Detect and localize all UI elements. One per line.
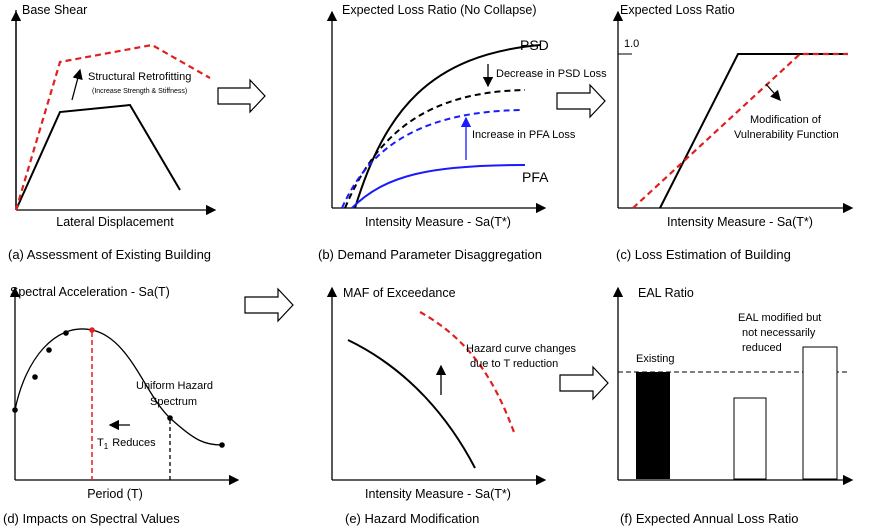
y-label: MAF of Exceedance xyxy=(343,286,456,300)
note: Decrease in PSD Loss xyxy=(496,68,607,80)
modified-hazard xyxy=(419,311,517,436)
psd-curve xyxy=(354,44,541,209)
note-text: Reduces xyxy=(112,437,156,449)
y-label: EAL Ratio xyxy=(638,286,694,300)
existing-hazard xyxy=(347,339,476,469)
x-label: Lateral Displacement xyxy=(56,215,174,229)
pfa-label: PFA xyxy=(522,169,549,185)
note: due to T reduction xyxy=(470,358,558,370)
existing-curve xyxy=(659,53,848,209)
pfa-modified xyxy=(341,109,521,209)
points xyxy=(12,330,225,448)
panel-f: EAL Ratio EAL modified but not necessari… xyxy=(612,286,854,526)
psd-modified xyxy=(344,89,526,209)
caption: (a) Assessment of Existing Building xyxy=(8,247,211,262)
panel-a: Base Shear Structural Retrofitting (Incr… xyxy=(8,3,215,262)
note: EAL modified but xyxy=(738,312,821,324)
bar-label: Existing xyxy=(636,353,675,365)
note: Structural Retrofitting xyxy=(88,71,191,83)
y-label: Spectral Acceleration - Sa(T) xyxy=(10,285,170,299)
note: Spectrum xyxy=(150,396,197,408)
spectrum xyxy=(14,328,223,446)
note-detail: (Increase Strength & Stiffness) xyxy=(92,88,187,95)
flow-arrow xyxy=(244,287,294,323)
point xyxy=(89,327,95,333)
x-label: Intensity Measure - Sa(T*) xyxy=(667,215,813,229)
caption: (f) Expected Annual Loss Ratio xyxy=(620,511,799,526)
caption: (c) Loss Estimation of Building xyxy=(616,247,791,262)
y-label: Expected Loss Ratio (No Collapse) xyxy=(342,3,537,17)
note: reduced xyxy=(742,342,782,354)
psd-label: PSD xyxy=(520,37,549,53)
retrofit-curve xyxy=(14,43,211,211)
note: Modification of xyxy=(750,114,822,126)
note: Uniform Hazard xyxy=(136,380,213,392)
note: Vulnerability Function xyxy=(734,129,839,141)
panel-d: Spectral Acceleration - Sa(T) Uniform Ha… xyxy=(3,285,240,526)
note: not necessarily xyxy=(742,327,816,339)
subscript: 1 xyxy=(104,442,109,451)
pfa-curve xyxy=(351,164,526,209)
bar-reduced xyxy=(733,397,767,480)
flow-arrow xyxy=(217,78,266,114)
panel-e: MAF of Exceedance Hazard curve changes d… xyxy=(326,286,577,526)
y-label: Base Shear xyxy=(22,3,87,17)
flow-arrow xyxy=(556,83,606,119)
modified-curve xyxy=(632,52,848,209)
note: T1 Reduces xyxy=(97,437,156,451)
tick-label: 1.0 xyxy=(624,38,639,50)
panel-b: Expected Loss Ratio (No Collapse) PSD De… xyxy=(318,3,607,262)
bar-increased xyxy=(802,346,838,480)
symbol: T xyxy=(97,437,104,449)
caption: (b) Demand Parameter Disaggregation xyxy=(318,247,542,262)
caption: (d) Impacts on Spectral Values xyxy=(3,511,180,526)
panel-c: Expected Loss Ratio 1.0 Modification of … xyxy=(612,3,854,262)
arrow xyxy=(765,83,781,101)
x-label: Intensity Measure - Sa(T*) xyxy=(365,215,511,229)
note: Hazard curve changes xyxy=(466,343,577,355)
flow-arrow xyxy=(559,365,609,401)
arrow xyxy=(71,68,83,101)
existing-curve xyxy=(15,103,181,211)
note: Increase in PFA Loss xyxy=(472,129,576,141)
bar-existing xyxy=(636,372,670,479)
caption: (e) Hazard Modification xyxy=(345,511,479,526)
x-label: Period (T) xyxy=(87,487,143,501)
y-label: Expected Loss Ratio xyxy=(620,3,735,17)
x-label: Intensity Measure - Sa(T*) xyxy=(365,487,511,501)
